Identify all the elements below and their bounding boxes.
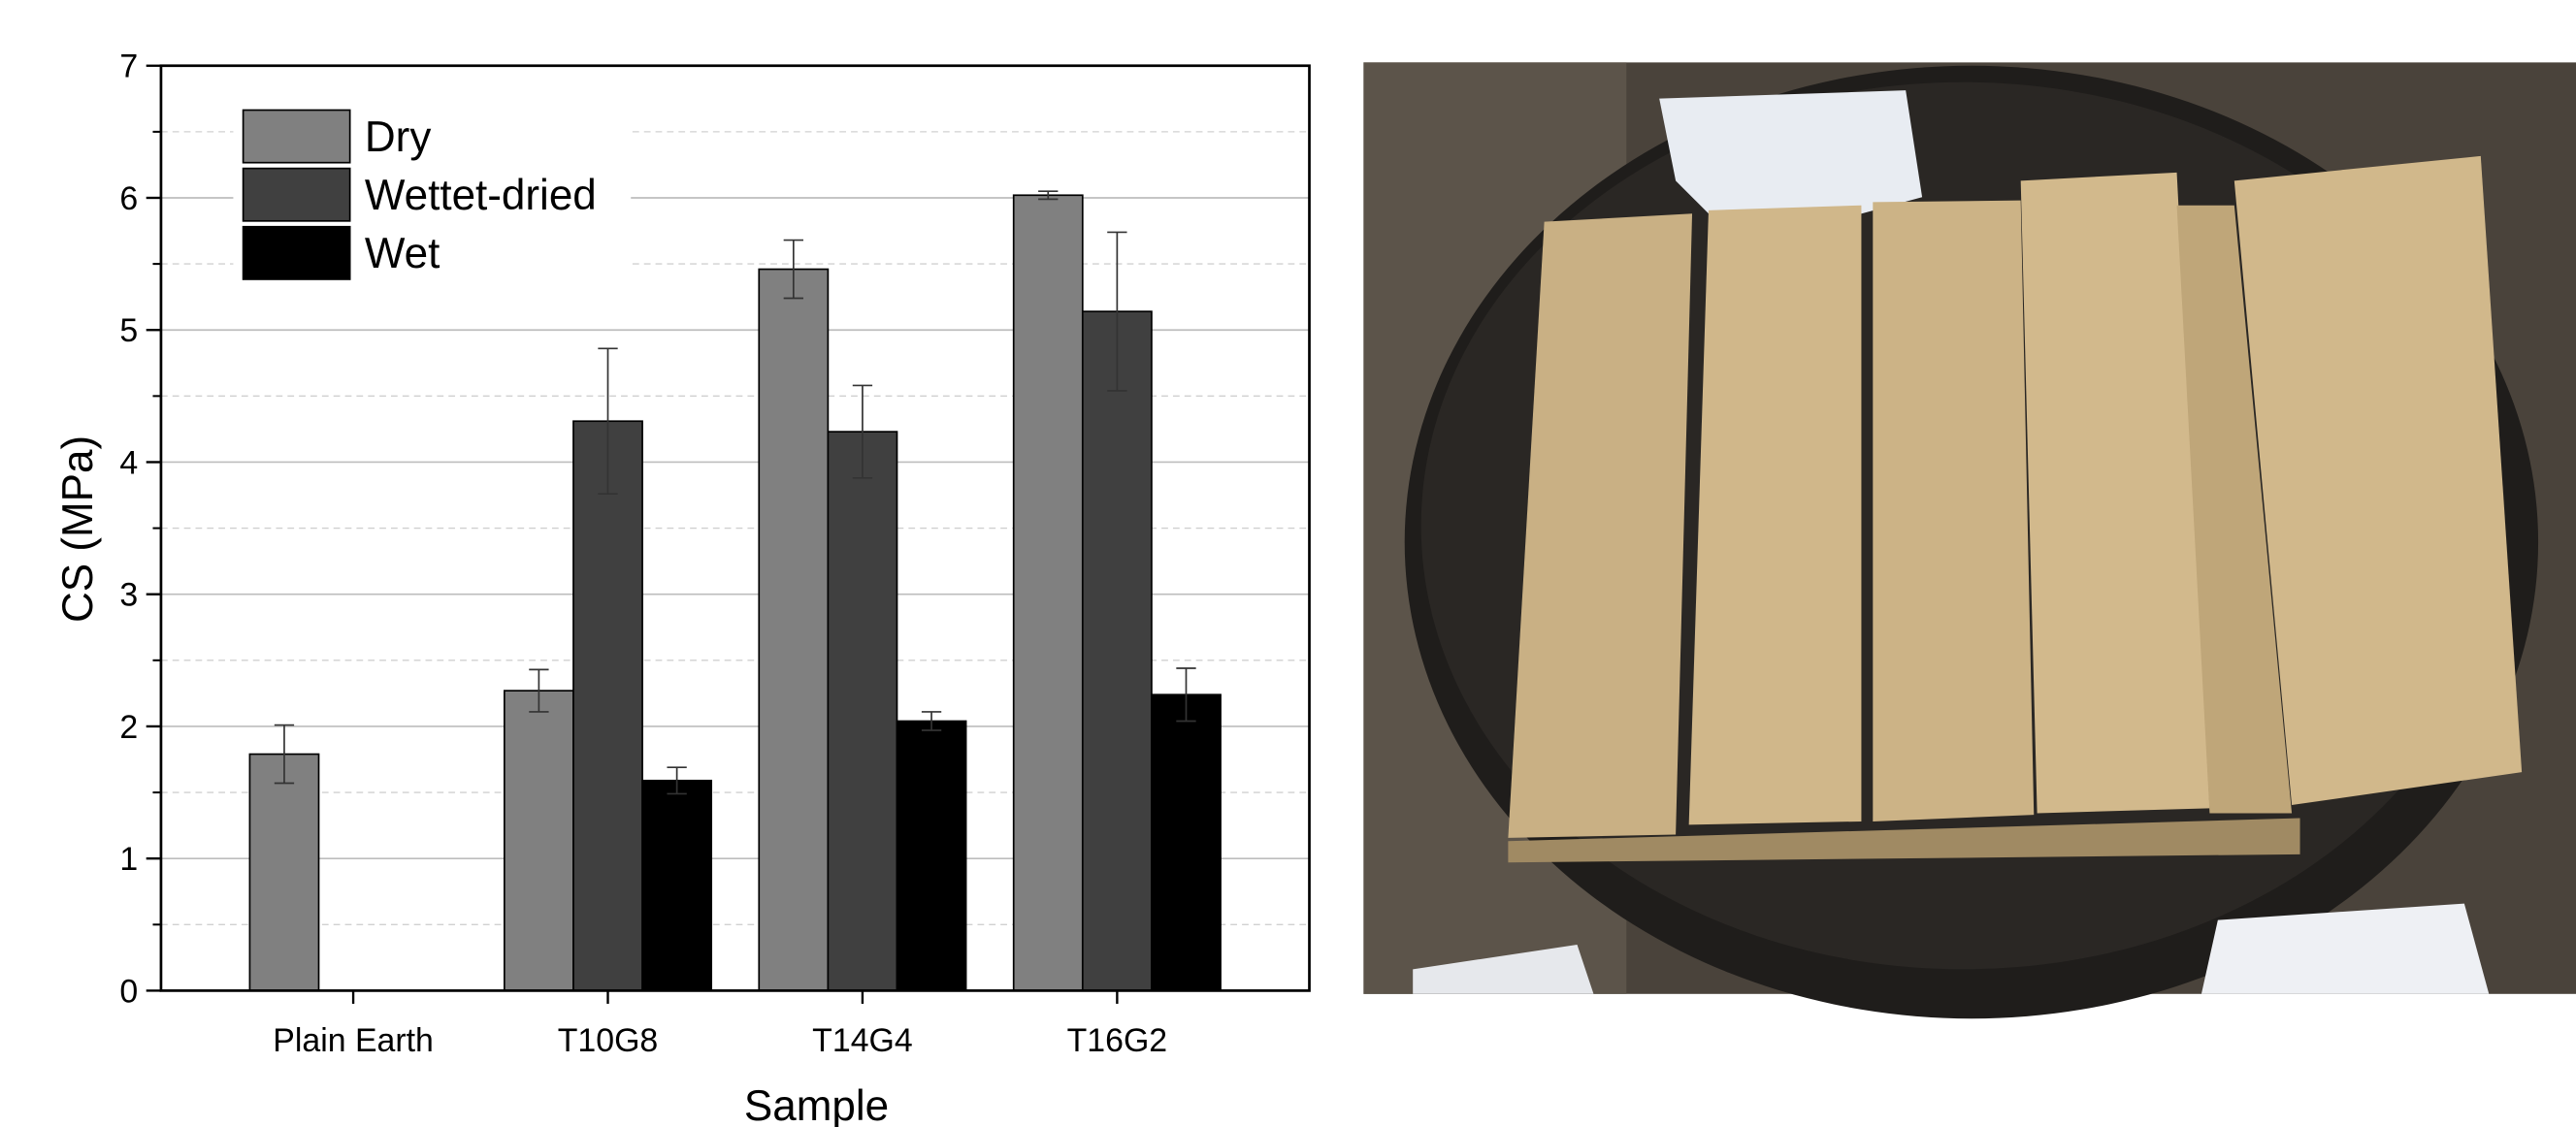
x-tick-label: T10G8 [558,1022,658,1059]
legend: Dry Wettet-dried Wet [233,102,631,289]
y-tick-label: 0 [119,973,138,1010]
figure: Sample CS (MPa) 0 1 2 3 4 5 6 7 Dry Wettet-dried W… [0,0,2576,1127]
y-tick-label: 5 [119,312,138,349]
legend-label: Dry [365,113,431,161]
x-tick-label: T16G2 [1067,1022,1167,1059]
legend-swatch [244,169,350,221]
y-tick-label: 7 [119,48,138,85]
bar [897,721,965,990]
bar [505,691,573,990]
y-tick-label: 2 [119,709,138,746]
y-tick-label: 6 [119,180,138,217]
bar [573,421,642,990]
y-tick-label: 1 [119,841,138,878]
y-tick-label: 3 [119,577,138,614]
bar [1152,694,1221,990]
y-tick-label: 4 [119,444,138,481]
legend-swatch [244,110,350,162]
legend-label: Wettet-dried [365,172,597,219]
legend-label: Wet [365,230,440,277]
bar [759,270,828,991]
bar [828,432,897,990]
x-axis-label: Sample [744,1082,889,1127]
bar [1083,311,1152,990]
photo [1363,62,2576,1018]
page: {"chart_data": { "type": "bar", "x_label… [0,0,2576,1127]
legend-swatch [244,227,350,279]
x-tick-label: Plain Earth [273,1022,434,1059]
y-axis-label: CS (MPa) [54,435,102,623]
bar [249,755,318,991]
bar [1014,195,1083,990]
x-tick-label: T14G4 [812,1022,912,1059]
bar [642,781,711,991]
